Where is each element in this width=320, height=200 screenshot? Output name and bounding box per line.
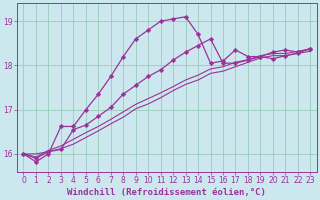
X-axis label: Windchill (Refroidissement éolien,°C): Windchill (Refroidissement éolien,°C) (68, 188, 266, 197)
